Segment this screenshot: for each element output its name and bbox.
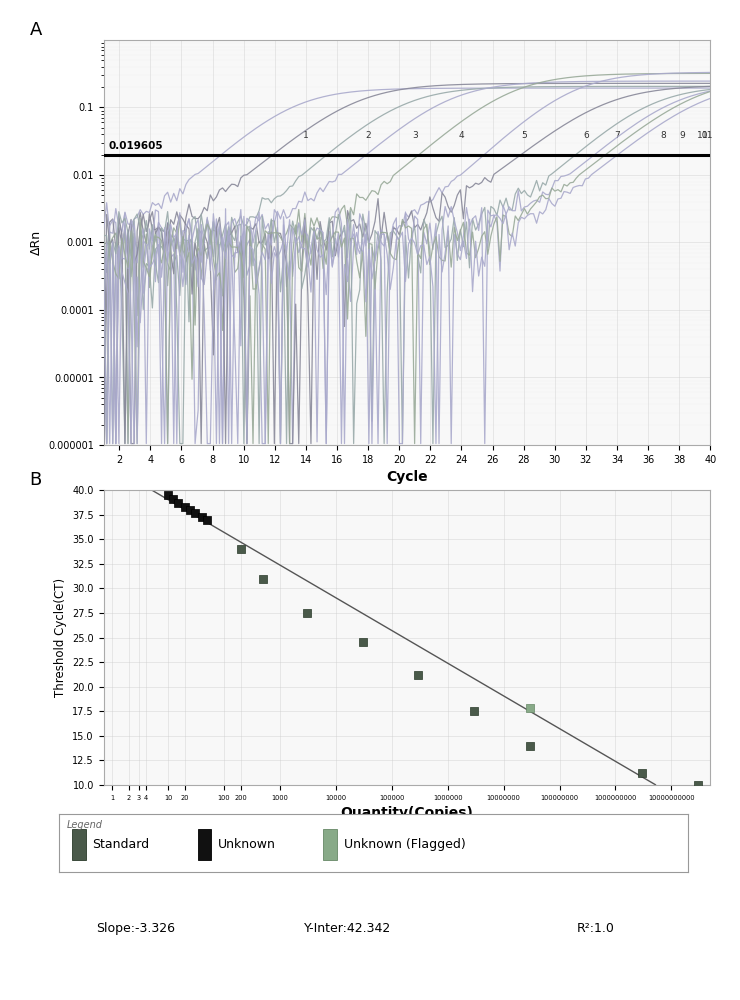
Point (412, 667, 424, 683)
Point (162, 487, 174, 503)
Point (525, 738, 536, 754)
Text: B: B (30, 471, 42, 489)
Point (179, 499, 191, 515)
Text: Legend: Legend (67, 820, 103, 830)
Point (258, 570, 269, 586)
Text: 3: 3 (412, 131, 417, 140)
X-axis label: Quantity(Copies): Quantity(Copies) (340, 806, 474, 820)
Text: 6: 6 (583, 131, 589, 140)
Text: Slope:-3.326: Slope:-3.326 (96, 922, 175, 935)
Text: Standard: Standard (92, 838, 149, 851)
Text: 4: 4 (459, 131, 464, 140)
Point (525, 700, 536, 716)
Text: A: A (30, 21, 42, 39)
Point (172, 495, 184, 511)
Text: Unknown: Unknown (218, 838, 275, 851)
Point (166, 491, 178, 507)
Text: 11: 11 (702, 131, 713, 140)
Text: 2: 2 (366, 131, 371, 140)
Point (692, 777, 704, 793)
Text: Y-Inter:42.342: Y-Inter:42.342 (304, 922, 391, 935)
Text: R²:1.0: R²:1.0 (577, 922, 615, 935)
Point (196, 509, 208, 525)
Text: 10: 10 (697, 131, 708, 140)
Point (636, 765, 648, 781)
Point (468, 703, 480, 719)
Text: 5: 5 (521, 131, 527, 140)
Point (357, 634, 369, 650)
Point (300, 605, 312, 621)
Point (201, 512, 213, 528)
Point (235, 541, 247, 557)
Text: 9: 9 (679, 131, 685, 140)
Text: Unknown (Flagged): Unknown (Flagged) (343, 838, 465, 851)
Point (189, 505, 201, 521)
Bar (323, 828, 337, 860)
Bar (198, 828, 212, 860)
Text: 7: 7 (614, 131, 620, 140)
Bar (72, 828, 86, 860)
Text: 8: 8 (661, 131, 667, 140)
Y-axis label: Threshold Cycle(CT): Threshold Cycle(CT) (53, 578, 67, 697)
Y-axis label: ΔRn: ΔRn (30, 230, 42, 255)
Text: 0.019605: 0.019605 (108, 141, 163, 151)
X-axis label: Cycle: Cycle (386, 470, 428, 484)
Point (184, 502, 196, 518)
Text: 1: 1 (303, 131, 309, 140)
